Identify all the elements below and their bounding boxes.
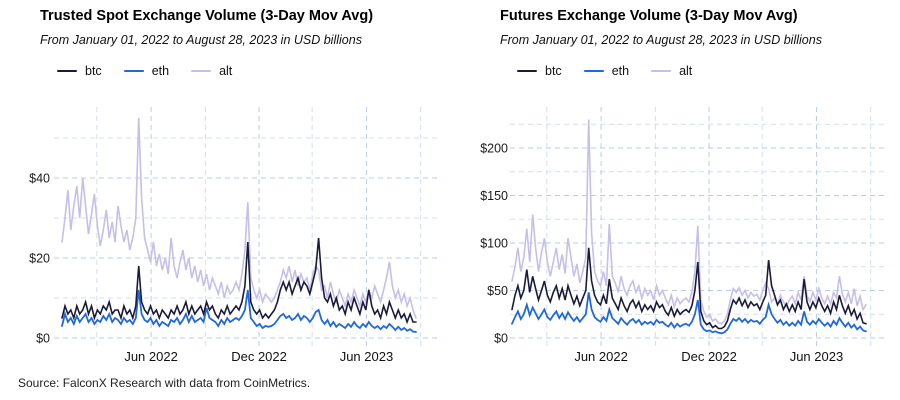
futures-volume-plot: $0 $50 $100 $150 $200 Jun 2022 Dec 2022 Jun 202… [480, 107, 888, 365]
legend-label-eth: eth [611, 64, 630, 78]
spot-volume-plot: $0 $20 $40 Jun 2022 Dec 2022 Jun 2023 [29, 107, 438, 365]
futures-chart-title: Futures Exchange Volume (3-Day Mov Avg) [500, 8, 798, 24]
x-axis-tick-label: Jun 2023 [790, 349, 844, 364]
alt-line-swatch-icon [191, 69, 212, 73]
x-axis-tick-label: Dec 2022 [231, 349, 287, 364]
legend-item-btc: btc [517, 64, 562, 78]
btc-line [61, 237, 417, 325]
y-axis-tick-label: $200 [480, 142, 508, 156]
btc-line [511, 247, 867, 330]
btc-line-swatch-icon [517, 69, 537, 73]
legend-item-alt: alt [651, 64, 692, 78]
y-axis-tick-label: $0 [494, 332, 508, 346]
eth-line [511, 292, 867, 335]
legend-label-btc: btc [85, 64, 102, 78]
legend-item-eth: eth [123, 64, 170, 78]
x-axis-tick-label: Jun 2022 [574, 349, 628, 364]
axis-labels: $0 $50 $100 $150 $200 Jun 2022 Dec 2022 Jun 202… [480, 142, 843, 365]
alt-line [61, 117, 417, 319]
futures-chart-subtitle: From January 01, 2022 to August 28, 2023… [500, 33, 822, 47]
legend-item-eth: eth [583, 64, 630, 78]
y-axis-tick-label: $50 [487, 284, 508, 298]
legend-label-alt: alt [219, 64, 233, 78]
legend-item-alt: alt [191, 64, 232, 78]
legend-label-eth: eth [151, 64, 170, 78]
legend-item-btc: btc [57, 64, 102, 78]
futures-legend: btc eth alt [517, 64, 692, 78]
spot-chart-subtitle: From January 01, 2022 to August 28, 2023… [40, 33, 362, 47]
spot-volume-panel: Trusted Spot Exchange Volume (3-Day Mov … [0, 0, 450, 375]
y-axis-tick-label: $40 [29, 172, 50, 186]
x-axis-tick-label: Dec 2022 [681, 349, 737, 364]
source-note: Source: FalconX Research with data from … [18, 376, 311, 390]
x-axis-tick-label: Jun 2023 [340, 349, 394, 364]
spot-chart-title: Trusted Spot Exchange Volume (3-Day Mov … [40, 8, 374, 24]
alt-line [511, 119, 867, 325]
legend-label-alt: alt [679, 64, 693, 78]
spot-legend: btc eth alt [57, 64, 232, 78]
eth-line [61, 289, 417, 333]
btc-line-swatch-icon [57, 69, 77, 73]
y-axis-tick-label: $20 [29, 252, 50, 266]
legend-label-btc: btc [545, 64, 562, 78]
alt-line-swatch-icon [651, 69, 672, 73]
eth-line-swatch-icon [123, 69, 144, 73]
futures-volume-panel: Futures Exchange Volume (3-Day Mov Avg) … [450, 0, 900, 375]
eth-line-swatch-icon [583, 69, 604, 73]
y-axis-tick-label: $100 [480, 237, 508, 251]
x-axis-tick-label: Jun 2022 [124, 349, 178, 364]
y-axis-tick-label: $0 [36, 332, 50, 346]
y-axis-tick-label: $150 [480, 189, 508, 203]
axis-labels: $0 $20 $40 Jun 2022 Dec 2022 Jun 2023 [29, 172, 393, 365]
